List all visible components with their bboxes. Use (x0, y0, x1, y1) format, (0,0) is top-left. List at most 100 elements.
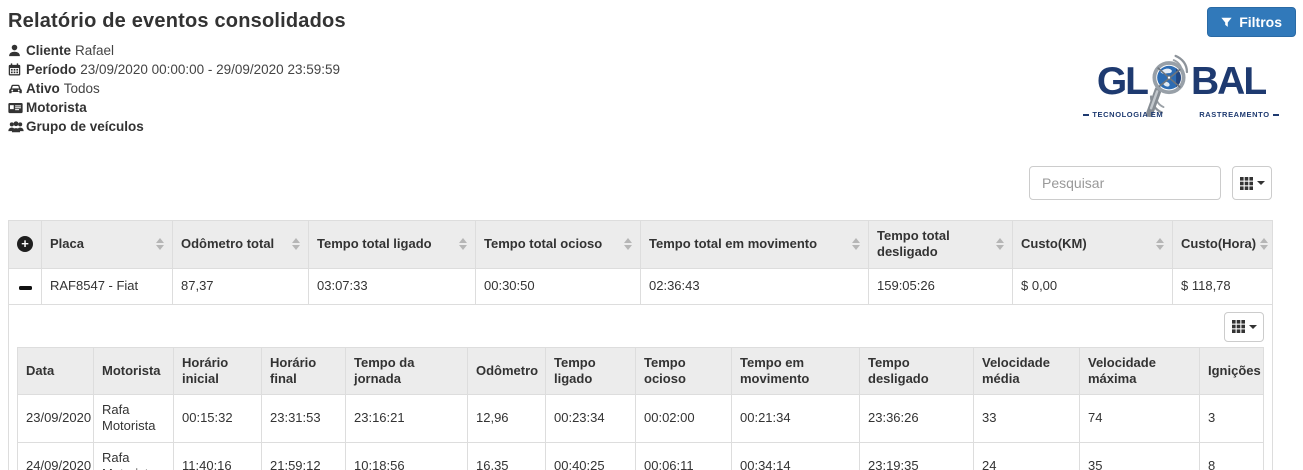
info-row-ativo: Ativo Todos (8, 79, 346, 98)
report-header: Relatório de eventos consolidados Client… (8, 10, 346, 136)
summary-column-header[interactable]: Custo(KM) (1012, 220, 1173, 269)
sort-icon (459, 238, 467, 251)
summary-column-header[interactable]: Tempo total ligado (308, 220, 476, 269)
detail-table-row: 23/09/2020 Rafa Motorista 00:15:32 23:31:53… (17, 394, 1264, 443)
column-header-label: Tempo total desligado (877, 228, 950, 260)
detail-table: Data Motorista Horário inicial Horário fina… (17, 346, 1264, 470)
collapse-row-icon[interactable] (18, 285, 32, 290)
detail-column-header[interactable]: Data (17, 346, 94, 395)
summary-cell: $ 0,00 (1012, 267, 1173, 305)
column-header-label: Tempo total em movimento (649, 236, 818, 252)
detail-cell-value: 23:19:35 (859, 441, 974, 470)
detail-column-header[interactable]: Horário inicial (173, 346, 262, 395)
detail-cell-value: 12,96 (467, 394, 546, 443)
info-row-cliente: Cliente Rafael (8, 41, 346, 60)
summary-column-header[interactable]: Tempo total desligado (868, 220, 1013, 269)
sort-icon (624, 238, 632, 251)
summary-row: RAF8547 - Fiat 87,37 03:07:33 00:30:50 02:36… (8, 267, 1273, 305)
detail-column-header[interactable]: Odômetro (467, 346, 546, 395)
detail-columns-dropdown-button[interactable] (1224, 311, 1264, 342)
summary-cell: RAF8547 - Fiat (41, 267, 173, 305)
detail-cell-value: 10:18:56 (345, 441, 468, 470)
company-logo: GL BAL TECNOLOGIA EM RASTRE (1083, 54, 1280, 119)
detail-cell-value: 00:02:00 (635, 394, 732, 443)
sort-icon (996, 238, 1004, 251)
user-icon (8, 44, 26, 57)
expand-all-icon[interactable]: + (17, 235, 33, 252)
summary-cell: 00:30:50 (475, 267, 641, 305)
search-input[interactable] (1029, 166, 1221, 200)
detail-column-header[interactable]: Tempo desligado (859, 346, 974, 395)
info-value: Rafael (75, 43, 115, 58)
summary-cell: 02:36:43 (640, 267, 869, 305)
columns-grid-icon (1239, 176, 1253, 190)
detail-column-header[interactable]: Tempo ligado (545, 346, 636, 395)
detail-cell-value: 23:31:53 (261, 394, 346, 443)
sort-icon (1260, 238, 1269, 251)
summary-column-header[interactable]: Placa (41, 220, 173, 269)
summary-table: + Placa Odômetro total Tempo total ligado Te… (8, 220, 1273, 470)
detail-cell-value: 74 (1079, 394, 1200, 443)
info-row-motorista: Motorista (8, 98, 346, 117)
detail-column-header[interactable]: Velocidade média (973, 346, 1080, 395)
expand-all-header: + (8, 220, 42, 269)
detail-cell-value: 8 (1199, 441, 1264, 470)
info-label: Período (26, 62, 77, 77)
collapse-row-cell (8, 267, 42, 305)
detail-column-header[interactable]: Tempo da jornada (345, 346, 468, 395)
info-label: Ativo (26, 81, 60, 96)
detail-cell-value: 21:59:12 (261, 441, 346, 470)
detail-cell-value: 00:34:14 (731, 441, 860, 470)
filter-funnel-icon (1221, 17, 1232, 28)
summary-column-header[interactable]: Tempo total em movimento (640, 220, 869, 269)
detail-column-header[interactable]: Motorista (93, 346, 174, 395)
detail-cell-value: 35 (1079, 441, 1200, 470)
logo-text-right: BAL (1191, 59, 1267, 103)
logo-tagline-left: TECNOLOGIA EM (1092, 110, 1164, 119)
report-content: + Placa Odômetro total Tempo total ligado Te… (8, 220, 1273, 470)
detail-cell-value: Rafa Motorista (93, 394, 174, 443)
filters-button-label: Filtros (1239, 14, 1282, 30)
detail-cell-value: 3 (1199, 394, 1264, 443)
column-header-label: Odômetro total (181, 236, 275, 252)
page-title: Relatório de eventos consolidados (8, 10, 346, 32)
table-toolbar (1029, 166, 1272, 200)
detail-header-row: Data Motorista Horário inicial Horário fina… (17, 346, 1264, 395)
detail-column-header[interactable]: Ignições (1199, 346, 1264, 395)
detail-cell-value: 23:16:21 (345, 394, 468, 443)
summary-column-header[interactable]: Custo(Hora) (1172, 220, 1273, 269)
detail-column-header[interactable]: Velocidade máxima (1079, 346, 1200, 395)
info-label: Cliente (26, 43, 72, 58)
detail-cell-value: Rafa Motorista (93, 441, 174, 470)
logo-text-left: GL (1096, 59, 1149, 103)
filters-button[interactable]: Filtros (1207, 7, 1296, 37)
chevron-down-icon (1248, 324, 1257, 329)
car-icon (8, 82, 26, 95)
detail-column-header[interactable]: Tempo ocioso (635, 346, 732, 395)
summary-cell: $ 118,78 (1172, 267, 1273, 305)
detail-column-header[interactable]: Horário final (261, 346, 346, 395)
summary-column-header[interactable]: Tempo total ocioso (475, 220, 641, 269)
info-label: Grupo de veículos (26, 119, 144, 134)
summary-cell: 159:05:26 (868, 267, 1013, 305)
columns-dropdown-button[interactable] (1232, 166, 1272, 200)
summary-column-header[interactable]: Odômetro total (172, 220, 309, 269)
info-row-grupo: Grupo de veículos (8, 117, 346, 136)
detail-cell-value: 24/09/2020 (17, 441, 94, 470)
column-header-label: Custo(KM) (1021, 236, 1087, 252)
info-value: Todos (63, 81, 100, 96)
detail-cell-value: 00:23:34 (545, 394, 636, 443)
logo-globe-magnifier-icon (1146, 54, 1189, 118)
summary-header-row: + Placa Odômetro total Tempo total ligado Te… (8, 220, 1273, 269)
chevron-down-icon (1256, 181, 1265, 185)
calendar-icon (8, 63, 26, 76)
detail-cell-value: 00:40:25 (545, 441, 636, 470)
detail-cell-value: 00:06:11 (635, 441, 732, 470)
detail-column-header[interactable]: Tempo em movimento (731, 346, 860, 395)
detail-cell-value: 16,35 (467, 441, 546, 470)
info-label: Motorista (26, 100, 87, 115)
detail-cell: Data Motorista Horário inicial Horário fina… (8, 303, 1273, 470)
sort-icon (292, 238, 300, 251)
detail-cell-value: 23:36:26 (859, 394, 974, 443)
